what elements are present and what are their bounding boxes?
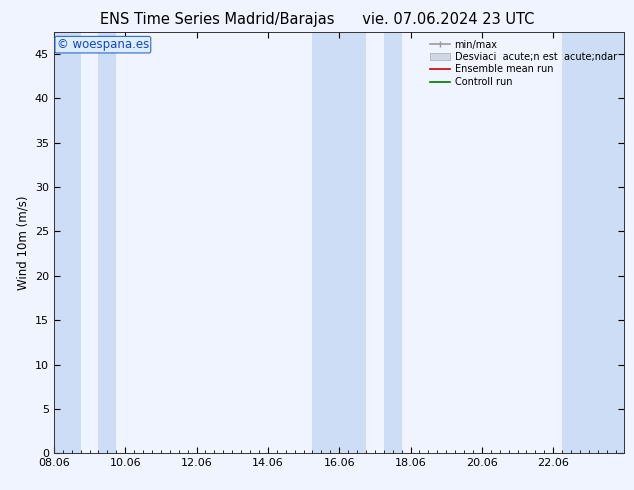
Bar — [98, 32, 116, 453]
Text: ENS Time Series Madrid/Barajas      vie. 07.06.2024 23 UTC: ENS Time Series Madrid/Barajas vie. 07.0… — [100, 12, 534, 27]
Bar — [384, 32, 401, 453]
Text: © woespana.es: © woespana.es — [57, 38, 149, 51]
Y-axis label: Wind 10m (m/s): Wind 10m (m/s) — [16, 196, 29, 290]
Bar — [562, 32, 624, 453]
Bar — [54, 32, 81, 453]
Bar — [313, 32, 366, 453]
Legend: min/max, Desviaci  acute;n est  acute;ndar, Ensemble mean run, Controll run: min/max, Desviaci acute;n est acute;ndar… — [427, 37, 619, 90]
